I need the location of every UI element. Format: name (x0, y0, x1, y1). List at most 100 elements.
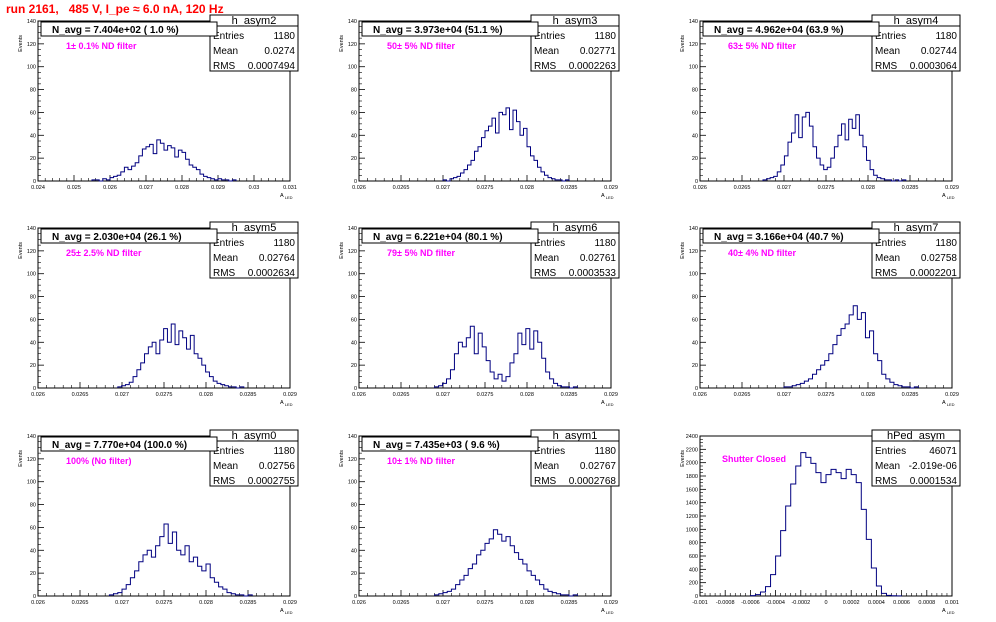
navg-box (40, 228, 218, 244)
x-tick-label: 0.001 (945, 600, 959, 606)
y-axis-title: Events (339, 242, 345, 259)
y-tick-label: 20 (692, 363, 698, 369)
stats-label: Entries (875, 31, 906, 42)
y-tick-label: 40 (30, 548, 36, 554)
histogram-line (442, 107, 570, 182)
y-tick-label: 1200 (686, 514, 698, 520)
x-tick-label: 0.028 (199, 600, 213, 606)
x-tick-label: 0.0002 (843, 600, 860, 606)
filter-note: 40± 4% ND filter (728, 248, 796, 258)
filter-note: 50± 5% ND filter (387, 41, 455, 51)
y-tick-label: 20 (30, 363, 36, 369)
histogram-line (749, 452, 903, 597)
y-tick-label: 140 (348, 226, 357, 232)
x-tick-label: 0.0265 (72, 600, 89, 606)
x-tick-label: 0.0275 (477, 185, 494, 191)
y-axis-title: Events (18, 450, 24, 467)
histogram-line (91, 139, 237, 182)
stats-value: 0.0274 (264, 46, 295, 57)
filter-note: 63± 5% ND filter (728, 41, 796, 51)
x-tick-label: 0.027 (115, 600, 129, 606)
y-tick-label: 100 (348, 272, 357, 278)
x-tick-label: 0.0285 (561, 392, 578, 398)
stats-label: Mean (875, 461, 900, 472)
y-tick-label: 120 (348, 249, 357, 255)
x-tick-label: 0.028 (861, 185, 875, 191)
stats-label: Entries (213, 446, 244, 457)
stats-value: 0.0007494 (248, 61, 296, 72)
stats-box (871, 221, 961, 279)
y-tick-label: 0 (695, 386, 698, 392)
stats-value: 0.02761 (580, 253, 617, 264)
stats-title: h_asym1 (553, 430, 598, 442)
y-tick-label: 100 (689, 65, 698, 71)
stats-label: Entries (534, 238, 565, 249)
stats-label: Mean (534, 46, 559, 57)
y-tick-label: 100 (27, 272, 36, 278)
y-tick-label: 800 (689, 541, 698, 547)
y-tick-label: 40 (30, 340, 36, 346)
y-tick-label: 140 (348, 19, 357, 25)
stats-label: RMS (213, 268, 236, 279)
y-tick-label: 0 (695, 179, 698, 185)
stats-label: RMS (875, 476, 898, 487)
stats-value: 1180 (594, 446, 616, 457)
x-tick-label: 0.0275 (477, 392, 494, 398)
stats-title: h_asym7 (894, 222, 939, 234)
stats-value: 0.02744 (921, 46, 958, 57)
y-tick-label: 40 (692, 340, 698, 346)
y-axis-title: Events (680, 450, 686, 467)
x-tick-label: 0.0008 (918, 600, 935, 606)
y-tick-label: 140 (689, 19, 698, 25)
x-tick-label: 0.0285 (902, 392, 919, 398)
y-tick-label: 100 (27, 480, 36, 486)
x-axis-title: A LED (942, 400, 955, 407)
x-tick-label: 0.0275 (477, 600, 494, 606)
histogram-line (108, 523, 253, 597)
stats-label: RMS (534, 61, 557, 72)
stats-value: 0.0002201 (910, 268, 958, 279)
y-tick-label: 0 (33, 594, 36, 600)
y-tick-label: 60 (351, 317, 357, 323)
y-tick-label: 40 (351, 548, 357, 554)
y-tick-label: 20 (351, 571, 357, 577)
y-tick-label: 0 (33, 179, 36, 185)
x-tick-label: 0.026 (693, 392, 707, 398)
x-tick-label: 0.026 (693, 185, 707, 191)
y-tick-label: 80 (692, 88, 698, 94)
histogram-panel-h_asym6: 0 20 40 60 80 100 120 140 0.026 0.0265 0.027 0.0275… (339, 221, 620, 407)
x-axis-title: A LED (942, 193, 955, 200)
y-tick-label: 60 (30, 317, 36, 323)
y-axis-title: Events (18, 242, 24, 259)
y-tick-label: 2200 (686, 447, 698, 453)
navg-box (361, 228, 539, 244)
stats-value: 0.0002768 (569, 476, 617, 487)
navg-text: N_avg = 4.962e+04 (63.9 %) (714, 25, 844, 36)
y-tick-label: 120 (689, 42, 698, 48)
x-tick-label: 0.028 (520, 600, 534, 606)
y-tick-label: 80 (351, 503, 357, 509)
y-tick-label: 60 (30, 525, 36, 531)
histogram-panel-h_asym3: 0 20 40 60 80 100 120 140 0.026 0.0265 0.027 0.0275… (339, 14, 620, 200)
x-tick-label: 0.0265 (734, 392, 751, 398)
x-tick-label: 0.029 (283, 600, 297, 606)
y-tick-label: 120 (689, 249, 698, 255)
y-tick-label: 0 (354, 179, 357, 185)
navg-box (40, 436, 218, 452)
x-tick-label: 0.026 (31, 392, 45, 398)
x-tick-label: 0.0275 (818, 185, 835, 191)
x-tick-label: 0.0285 (240, 392, 257, 398)
y-tick-label: 60 (692, 110, 698, 116)
stats-value: 1180 (273, 238, 295, 249)
y-tick-label: 0 (695, 594, 698, 600)
histogram-panel-h_asym1: 0 20 40 60 80 100 120 140 0.026 0.0265 0.027 0.0275… (339, 429, 620, 615)
stats-label: Mean (213, 46, 238, 57)
filter-note: 1± 0.1% ND filter (66, 41, 137, 51)
x-tick-label: 0.027 (436, 392, 450, 398)
x-tick-label: 0.0265 (393, 392, 410, 398)
x-tick-label: 0.0004 (868, 600, 885, 606)
navg-box (361, 21, 539, 37)
y-tick-label: 20 (30, 156, 36, 162)
navg-box (361, 436, 539, 452)
x-tick-label: -0.0004 (766, 600, 785, 606)
